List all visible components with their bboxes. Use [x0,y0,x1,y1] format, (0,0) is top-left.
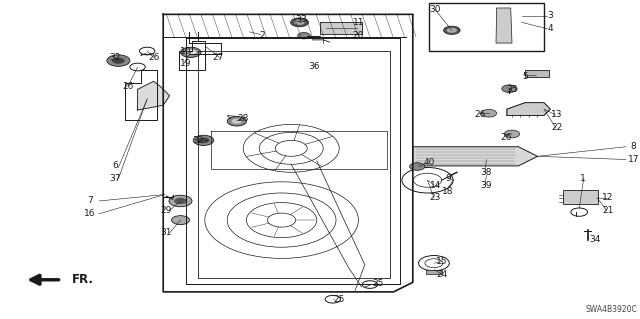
Circle shape [169,195,192,207]
Circle shape [174,198,187,204]
Circle shape [504,130,520,138]
Text: 7: 7 [87,197,92,205]
Text: 33: 33 [295,15,307,24]
Bar [320,22,362,34]
Circle shape [227,116,246,126]
Text: 23: 23 [429,193,441,202]
Text: 15: 15 [436,257,447,266]
Bar [429,3,544,51]
Text: 6: 6 [113,161,118,170]
Text: 26: 26 [500,133,511,142]
Text: 19: 19 [180,59,191,68]
Text: 36: 36 [308,63,319,71]
Text: 21: 21 [602,206,614,215]
Text: 9: 9 [445,174,451,183]
Text: 14: 14 [429,181,441,189]
Circle shape [298,33,310,39]
Circle shape [112,57,125,64]
Polygon shape [413,147,538,166]
Circle shape [193,135,214,145]
Bar [525,70,549,77]
Text: 20: 20 [353,31,364,40]
Bar [563,190,598,204]
Text: 13: 13 [551,110,563,119]
Circle shape [107,55,130,66]
Circle shape [410,163,425,170]
Text: 32: 32 [109,53,121,62]
Circle shape [291,18,308,27]
Text: 10: 10 [180,47,191,56]
Text: 26: 26 [148,53,159,62]
Text: 26: 26 [474,110,486,119]
Text: 38: 38 [481,168,492,177]
Text: 17: 17 [628,155,639,164]
Text: 4: 4 [548,24,553,33]
Text: 31: 31 [161,228,172,237]
Text: 2: 2 [260,31,265,40]
Polygon shape [426,270,442,274]
Text: 5: 5 [522,72,527,81]
Text: 40: 40 [423,158,435,167]
Text: 39: 39 [481,181,492,189]
Text: 8: 8 [631,142,636,151]
Text: 35: 35 [506,85,518,94]
Text: 25: 25 [333,295,345,304]
Text: 34: 34 [589,235,601,244]
Text: 37: 37 [109,174,121,183]
Polygon shape [507,103,550,115]
Text: 27: 27 [212,53,223,62]
Polygon shape [496,8,512,43]
Text: 12: 12 [602,193,614,202]
Circle shape [232,119,242,124]
Text: 29: 29 [161,206,172,215]
Text: 18: 18 [442,187,454,196]
Circle shape [180,47,201,57]
Text: FR.: FR. [72,273,94,286]
Circle shape [185,49,196,55]
Text: SWA4B3920C: SWA4B3920C [585,305,637,314]
Circle shape [198,137,209,143]
Text: 3: 3 [548,11,553,20]
Circle shape [502,85,517,93]
Text: 11: 11 [353,18,364,27]
Text: 1: 1 [580,174,585,183]
Text: 24: 24 [436,270,447,279]
Text: 28: 28 [237,114,249,122]
Polygon shape [138,81,170,110]
Circle shape [481,109,497,117]
Text: 30: 30 [429,5,441,14]
Text: 26: 26 [122,82,134,91]
Circle shape [444,26,460,34]
Text: 32: 32 [193,136,204,145]
Circle shape [447,28,457,33]
Text: 25: 25 [372,279,383,288]
Text: 16: 16 [84,209,95,218]
Text: 22: 22 [551,123,563,132]
Circle shape [294,20,305,25]
Circle shape [172,216,189,225]
